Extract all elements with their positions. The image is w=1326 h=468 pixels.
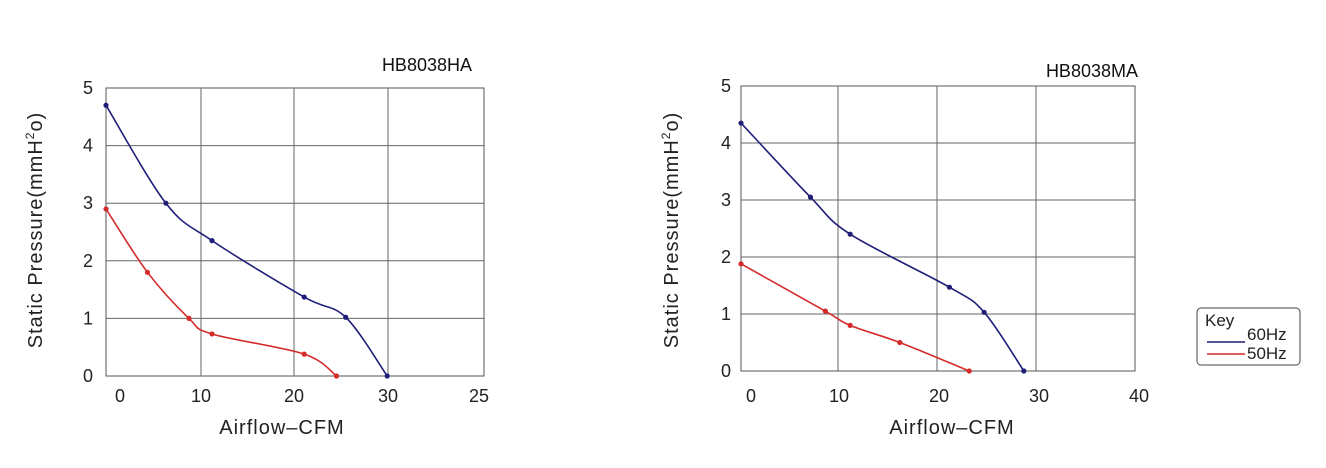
series-line-60hz <box>740 122 1025 372</box>
data-point-60hz <box>847 231 853 237</box>
data-point-60hz <box>981 309 987 315</box>
legend-title: Key <box>1205 311 1235 330</box>
y-tick-label: 2 <box>83 251 93 271</box>
plot-frame <box>105 87 485 377</box>
y-axis-label: Static Pressure(mmH2o) <box>23 112 47 349</box>
x-tick-label: 0 <box>115 386 125 406</box>
data-point-60hz <box>807 194 814 200</box>
data-point-50hz <box>897 339 903 346</box>
x-tick-label: 25 <box>469 386 489 406</box>
data-point-50hz <box>186 315 192 321</box>
y-tick-label: 3 <box>83 193 93 213</box>
legend-label-50hz: 50Hz <box>1247 344 1287 363</box>
chart-title: HB8038HA <box>382 55 472 75</box>
x-tick-label: 0 <box>746 386 756 406</box>
y-tick-label: 4 <box>83 136 93 156</box>
chart-hb8038ha: 0 1 2 3 4 5 0 10 20 30 25 HB8038HA Airflow–CFM Static… <box>23 55 489 439</box>
data-point-60hz <box>384 373 390 379</box>
y-tick-label: 1 <box>83 308 93 328</box>
legend-frame <box>1196 307 1301 366</box>
data-point-50hz <box>209 331 215 337</box>
data-point-50hz <box>822 308 828 314</box>
data-point-50hz <box>144 269 151 275</box>
y-tick-label: 3 <box>721 190 731 210</box>
data-point-50hz <box>103 206 109 212</box>
x-tick-label: 20 <box>284 386 304 406</box>
y-tick-label: 0 <box>83 366 93 386</box>
plot-frame <box>740 85 1136 372</box>
data-point-50hz <box>333 373 340 379</box>
x-tick-label: 20 <box>929 386 949 406</box>
y-tick-label: 0 <box>721 361 731 381</box>
x-tick-label: 10 <box>829 386 849 406</box>
legend-key: Key 60Hz 50Hz <box>1196 307 1301 366</box>
chart-hb8038ma: 0 1 2 3 4 5 0 10 20 30 40 HB8038MA Airflow–CFM Static… <box>659 61 1149 439</box>
series-line-50hz <box>105 208 337 377</box>
series-line-60hz <box>105 104 388 377</box>
y-axis-label: Static Pressure(mmH2o) <box>659 112 683 349</box>
data-point-50hz <box>847 322 853 328</box>
x-tick-label: 40 <box>1129 386 1149 406</box>
y-tick-label: 4 <box>721 133 731 153</box>
y-tick-label: 1 <box>721 304 731 324</box>
y-tick-label: 2 <box>721 247 731 267</box>
y-tick-label: 5 <box>83 78 93 98</box>
data-point-50hz <box>738 261 744 267</box>
data-point-60hz <box>946 284 953 290</box>
data-point-60hz <box>301 294 307 300</box>
data-point-50hz <box>301 351 307 357</box>
x-tick-label: 10 <box>191 386 211 406</box>
x-tick-label: 30 <box>1029 386 1049 406</box>
data-point-60hz <box>103 102 109 108</box>
data-point-60hz <box>209 238 215 244</box>
legend-label-60hz: 60Hz <box>1247 325 1287 344</box>
data-point-60hz <box>163 200 169 206</box>
x-tick-label: 30 <box>378 386 398 406</box>
x-axis-label: Airflow–CFM <box>219 417 344 439</box>
data-point-60hz <box>738 120 744 126</box>
data-point-50hz <box>966 368 972 374</box>
x-axis-label: Airflow–CFM <box>889 417 1014 439</box>
chart-title: HB8038MA <box>1046 61 1138 81</box>
y-tick-label: 5 <box>721 76 731 96</box>
data-point-60hz <box>1021 368 1027 374</box>
data-point-60hz <box>343 314 349 320</box>
